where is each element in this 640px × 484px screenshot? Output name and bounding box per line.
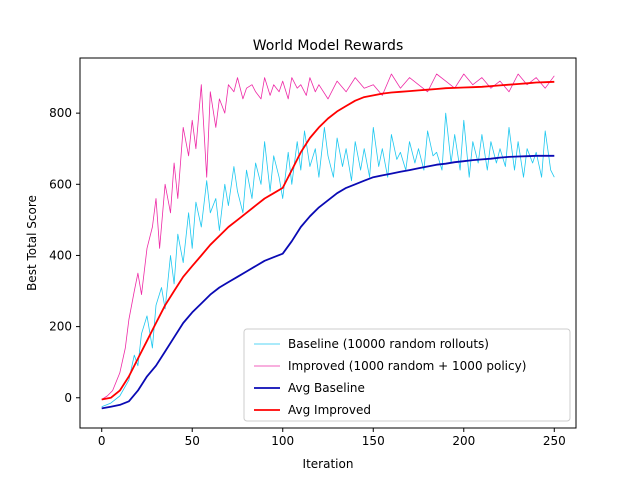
legend: Baseline (10000 random rollouts) Improved… (243, 328, 571, 422)
legend-label-1: Baseline (10000 random rollouts) (288, 337, 489, 351)
legend-label-3: Avg Baseline (288, 381, 365, 395)
y-tick-label: 400 (49, 248, 72, 262)
series-line-4 (101, 80, 555, 401)
plot-area (101, 73, 555, 410)
y-tick-label: 200 (49, 320, 72, 334)
x-axis-label: Iteration (303, 457, 354, 471)
series-line-1 (101, 112, 555, 408)
plot-frame (79, 57, 577, 429)
y-tick-label: 0 (64, 391, 72, 405)
x-tick-label: 50 (185, 434, 200, 448)
y-tick-label: 600 (49, 177, 72, 191)
series-line-2 (101, 73, 555, 400)
x-tick-label: 250 (543, 434, 566, 448)
x-tick-label: 200 (452, 434, 475, 448)
axes: 0 50 100 150 200 250 0 200 400 600 800 (49, 57, 577, 448)
y-axis-label: Best Total Score (25, 195, 39, 291)
legend-box (243, 328, 571, 422)
chart-title: World Model Rewards (253, 38, 404, 54)
x-tick-label: 100 (271, 434, 294, 448)
x-tick-label: 150 (362, 434, 385, 448)
legend-label-2: Improved (1000 random + 1000 policy) (288, 359, 526, 373)
y-tick-label: 800 (49, 106, 72, 120)
series-line-3 (101, 154, 555, 410)
legend-label-4: Avg Improved (288, 403, 371, 417)
x-tick-label: 0 (98, 434, 106, 448)
